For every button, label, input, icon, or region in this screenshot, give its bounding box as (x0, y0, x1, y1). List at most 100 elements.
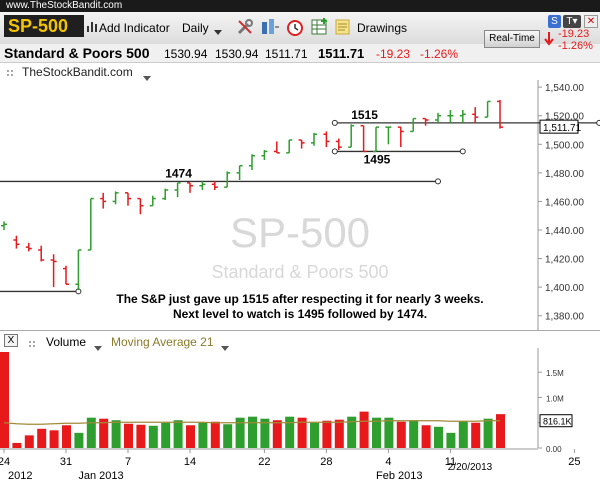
change-value: -19.23 (376, 47, 411, 61)
site-url-strip: www.TheStockBandit.com (0, 0, 600, 12)
ohlc-bar (38, 245, 45, 262)
ma-dropdown-icon[interactable] (221, 339, 229, 357)
volume-bar (471, 422, 481, 448)
price-tick-label: 1,440.00 (545, 226, 584, 237)
note-icon[interactable] (335, 18, 351, 41)
volume-bar (359, 411, 369, 448)
volume-bar (12, 442, 22, 448)
ma-label[interactable]: Moving Average 21 (111, 335, 214, 349)
panel-divider (0, 330, 600, 331)
price-tick-label: 1,520.00 (545, 112, 584, 123)
chevron-down-icon[interactable] (214, 23, 222, 41)
volume-bar (86, 417, 96, 448)
price-tick-label: 1,380.00 (545, 312, 584, 323)
volume-bar (124, 423, 133, 448)
close-volume-button[interactable]: X (4, 334, 18, 347)
price-chart[interactable]: SP-500 Standard & Poors 500 1515 1495 1474… (0, 62, 600, 330)
ohlc-bar (410, 117, 417, 133)
ohlc-bar (224, 171, 231, 188)
grip-icon[interactable] (6, 66, 14, 84)
add-indicator-button[interactable]: Add Indicator (99, 21, 170, 35)
t-menu-icon[interactable]: T▾ (563, 15, 581, 28)
table-icon[interactable] (311, 18, 329, 41)
ohlc-bar (472, 107, 479, 123)
ohlc-bar (236, 164, 243, 180)
side-change: -19.23 (558, 28, 590, 40)
volume-bar (421, 425, 431, 448)
price-tick-label: 1,540.00 (545, 83, 584, 94)
ohlc-bar (311, 132, 317, 146)
s-menu-icon[interactable]: S (548, 15, 561, 28)
instrument-name: Standard & Poors 500 (4, 45, 150, 61)
ohlc-bar (63, 265, 69, 286)
ohlc-bar (459, 110, 466, 123)
ohlc-bar (13, 235, 20, 249)
volume-bar (496, 414, 505, 448)
low-value: 1511.71 (265, 47, 308, 61)
ohlc-bar (149, 195, 156, 207)
add-indicator-icon[interactable] (86, 19, 98, 33)
volume-tick-label: 0.00 (546, 445, 562, 454)
volume-last-label: 816.1K (543, 417, 572, 427)
volume-grip-icon[interactable] (28, 337, 36, 355)
line-handle[interactable] (459, 148, 466, 155)
site-link[interactable]: TheStockBandit.com (22, 65, 133, 79)
volume-dropdown-icon[interactable] (94, 339, 102, 357)
x-period-label: Feb 2013 (376, 470, 422, 481)
price-tick-label: 1,400.00 (545, 283, 584, 294)
volume-bar (372, 417, 381, 448)
volume-bar (49, 430, 59, 448)
level-label: 1515 (351, 108, 378, 122)
symbol-input[interactable]: SP-500 (4, 15, 84, 37)
ohlc-bar (1, 221, 7, 230)
period-select[interactable]: Daily (182, 21, 209, 35)
volume-tick-label: 1.5M (546, 369, 564, 378)
volume-bar (483, 418, 493, 448)
watermark-name: Standard & Poors 500 (211, 262, 388, 282)
tools-icon[interactable] (236, 18, 254, 41)
compare-icon[interactable] (261, 18, 279, 41)
ohlc-bar (447, 110, 454, 123)
volume-tick-label: 1.0M (546, 394, 564, 403)
ohlc-bar (211, 181, 218, 190)
line-handle[interactable] (331, 119, 338, 126)
volume-bar (223, 424, 233, 448)
ohlc-bar (397, 126, 404, 148)
ohlc-bar (25, 242, 32, 252)
line-handle[interactable] (596, 119, 600, 126)
moving-average-line (3, 420, 500, 425)
site-link-dropdown-icon[interactable] (143, 69, 151, 87)
realtime-button[interactable]: Real-Time (484, 30, 540, 48)
volume-bar (210, 421, 220, 448)
line-handle[interactable] (331, 148, 338, 155)
ohlc-bar (348, 124, 355, 148)
side-change-pct: -1.26% (558, 40, 593, 52)
volume-bar (384, 417, 394, 448)
volume-bar (409, 420, 419, 448)
alarm-clock-icon[interactable] (286, 18, 304, 41)
high-value: 1530.94 (215, 47, 259, 61)
ohlc-bar (422, 117, 429, 126)
volume-bar (111, 420, 121, 448)
level-label: 1495 (364, 152, 391, 166)
volume-bar (148, 425, 158, 448)
volume-bar (396, 421, 406, 448)
volume-bar (74, 432, 84, 448)
price-tick-label: 1,480.00 (545, 169, 584, 180)
open-value: 1530.94 (164, 47, 208, 61)
date-stamp: 2/20/2013 (448, 462, 493, 473)
volume-bar (297, 417, 307, 448)
drawings-button[interactable]: Drawings (357, 21, 408, 35)
price-tick-label: 1,460.00 (545, 197, 584, 208)
change-pct-value: -1.26% (420, 47, 459, 61)
price-tick-label: 1,500.00 (545, 140, 584, 151)
volume-bar (37, 428, 47, 448)
volume-bar (446, 432, 456, 448)
line-handle[interactable] (435, 178, 441, 185)
volume-bar (235, 417, 245, 448)
close-icon[interactable]: ✕ (584, 15, 598, 28)
volume-bar (334, 419, 344, 448)
volume-title[interactable]: Volume (46, 335, 87, 349)
x-tick-label: 4 (385, 456, 391, 468)
